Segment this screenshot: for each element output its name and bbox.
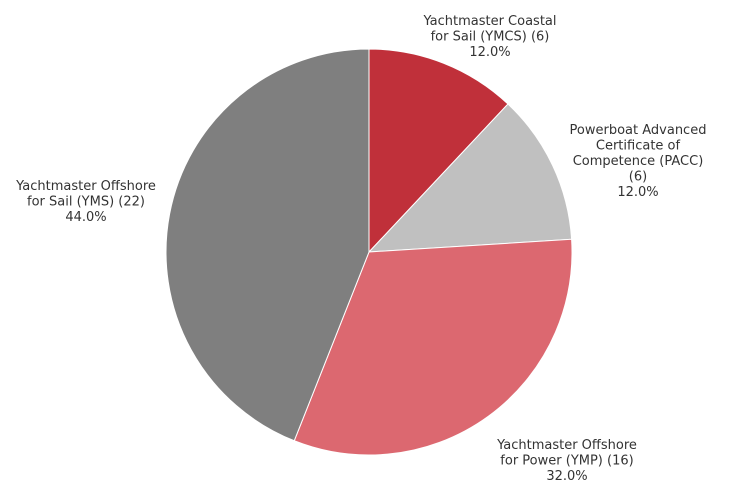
slice-percent-label: 12.0% (617, 185, 658, 200)
slice-label-line: Competence (PACC) (573, 154, 704, 169)
slice-label-1: Powerboat Advanced Certificate of Competen… (570, 123, 707, 200)
slice-label-line: for Power (YMP) (16) (500, 454, 633, 469)
slice-label-line: Yachtmaster Coastal (422, 14, 556, 29)
slice-label-2: Yachtmaster Offshore for Power (YMP) (16)… (496, 438, 637, 484)
slice-label-line: (6) (629, 170, 647, 185)
pie-slice-2 (293, 238, 573, 456)
pie-labels: Yachtmaster Coastal for Sail (YMCS) (6) 12… (15, 14, 706, 484)
slice-label-line: Powerboat Advanced (570, 123, 707, 138)
slice-label-line: for Sail (YMS) (22) (27, 195, 145, 210)
slice-percent-label: 44.0% (65, 210, 106, 225)
slice-label-0: Yachtmaster Coastal for Sail (YMCS) (6) 12… (422, 14, 556, 60)
pie-slices (165, 48, 573, 456)
slice-label-3: Yachtmaster Offshore for Sail (YMS) (22) 4… (15, 179, 156, 225)
pie-slice-3 (165, 48, 370, 442)
slice-label-line: Yachtmaster Offshore (496, 438, 637, 453)
slice-label-line: Yachtmaster Offshore (15, 179, 156, 194)
pie-slice-0 (368, 48, 509, 254)
slice-label-line: for Sail (YMCS) (6) (431, 30, 550, 45)
slice-percent-label: 32.0% (546, 469, 587, 484)
slice-label-line: Certificate of (596, 139, 681, 154)
pie-slice-1 (367, 103, 573, 253)
slice-percent-label: 12.0% (469, 45, 510, 60)
